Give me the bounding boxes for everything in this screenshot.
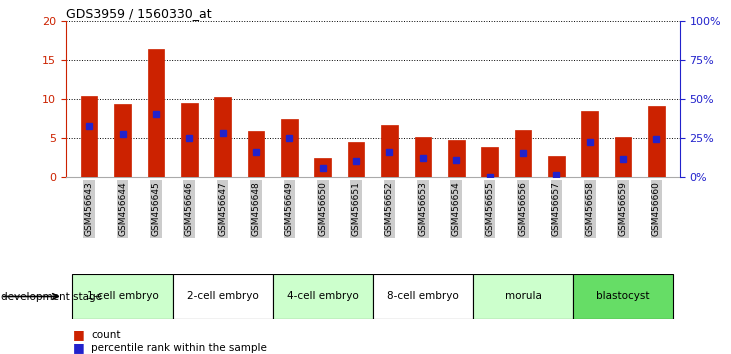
Bar — [548, 156, 565, 177]
Text: GSM456645: GSM456645 — [151, 182, 160, 236]
Text: GDS3959 / 1560330_at: GDS3959 / 1560330_at — [66, 7, 211, 20]
Text: GSM456652: GSM456652 — [385, 182, 394, 236]
Text: morula: morula — [504, 291, 542, 302]
Bar — [648, 106, 664, 177]
Bar — [414, 137, 431, 177]
Bar — [515, 130, 531, 177]
Bar — [148, 49, 164, 177]
Text: GSM456644: GSM456644 — [118, 182, 127, 236]
Text: GSM456650: GSM456650 — [318, 182, 327, 236]
Text: development stage: development stage — [1, 292, 102, 302]
Text: 8-cell embryo: 8-cell embryo — [387, 291, 459, 302]
Text: ■: ■ — [73, 341, 85, 354]
Text: GSM456649: GSM456649 — [285, 182, 294, 236]
Text: ■: ■ — [73, 328, 85, 341]
Text: GSM456658: GSM456658 — [586, 182, 594, 236]
Bar — [473, 274, 573, 319]
Bar — [72, 274, 173, 319]
Bar — [173, 274, 273, 319]
Text: GSM456653: GSM456653 — [418, 182, 428, 236]
Bar — [114, 104, 131, 177]
Text: blastocyst: blastocyst — [596, 291, 650, 302]
Bar — [348, 142, 365, 177]
Bar — [273, 274, 373, 319]
Bar — [581, 111, 598, 177]
Text: 4-cell embryo: 4-cell embryo — [287, 291, 359, 302]
Bar — [248, 131, 265, 177]
Text: GSM456656: GSM456656 — [518, 182, 528, 236]
Text: GSM456655: GSM456655 — [485, 182, 494, 236]
Text: GSM456647: GSM456647 — [218, 182, 227, 236]
Text: GSM456646: GSM456646 — [185, 182, 194, 236]
Text: count: count — [91, 330, 121, 339]
Text: GSM456648: GSM456648 — [251, 182, 260, 236]
Text: percentile rank within the sample: percentile rank within the sample — [91, 343, 268, 353]
Text: 2-cell embryo: 2-cell embryo — [186, 291, 259, 302]
Bar — [373, 274, 473, 319]
Bar — [481, 147, 498, 177]
Bar — [314, 158, 331, 177]
Text: GSM456657: GSM456657 — [552, 182, 561, 236]
Bar — [281, 119, 298, 177]
Bar — [573, 274, 673, 319]
Bar — [615, 137, 632, 177]
Bar — [214, 97, 231, 177]
Bar — [448, 139, 465, 177]
Bar — [181, 103, 197, 177]
Text: 1-cell embryo: 1-cell embryo — [87, 291, 159, 302]
Text: GSM456660: GSM456660 — [652, 182, 661, 236]
Text: GSM456651: GSM456651 — [352, 182, 360, 236]
Bar — [81, 96, 97, 177]
Text: GSM456659: GSM456659 — [618, 182, 628, 236]
Text: GSM456643: GSM456643 — [85, 182, 94, 236]
Text: GSM456654: GSM456654 — [452, 182, 461, 236]
Bar — [381, 125, 398, 177]
